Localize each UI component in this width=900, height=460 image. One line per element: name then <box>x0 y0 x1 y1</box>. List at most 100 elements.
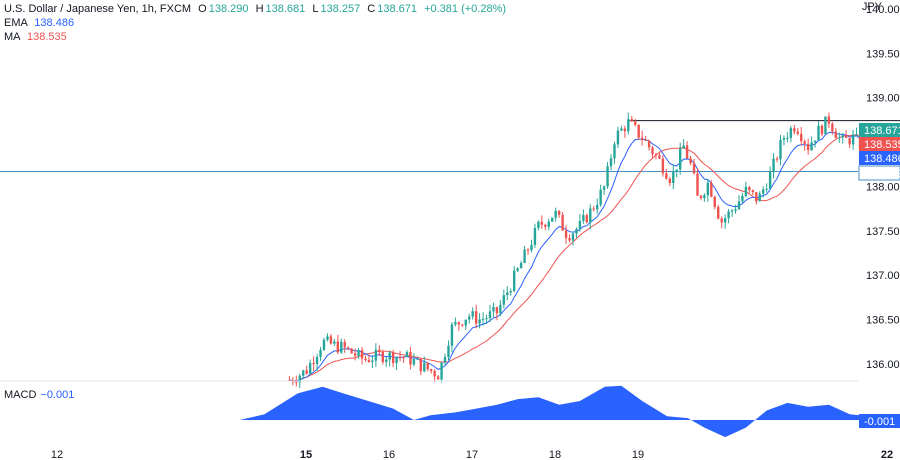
candle-body <box>717 207 720 219</box>
candle-body <box>678 148 682 170</box>
price-tag-box <box>858 165 900 181</box>
candle-body <box>506 292 509 296</box>
chart-legend: U.S. Dollar / Japanese Yen, 1h, FXCM O 13… <box>4 2 506 44</box>
candle-body <box>613 144 616 159</box>
ema-value: 138.486 <box>34 17 75 29</box>
candle-body <box>409 352 412 365</box>
candle-body <box>533 228 537 245</box>
candle-body <box>568 238 571 241</box>
candle-body <box>779 139 782 160</box>
candle-body <box>851 134 855 145</box>
ma-line <box>289 134 900 382</box>
time-axis[interactable]: 12151617181922232425 <box>51 449 900 460</box>
candle-body <box>481 319 485 321</box>
candle-body <box>322 339 326 350</box>
candle-body <box>644 139 647 141</box>
ema-legend-row[interactable]: EMA 138.486 <box>4 16 506 30</box>
candle-body <box>388 352 391 360</box>
candle-body <box>329 336 333 344</box>
candle-body <box>803 141 806 144</box>
candle-body <box>620 128 623 131</box>
candle-body <box>848 137 851 145</box>
ema-label: EMA <box>4 17 28 29</box>
candle-body <box>443 357 447 363</box>
close-value: 138.671 <box>377 3 418 15</box>
ohlc-row: U.S. Dollar / Japanese Yen, 1h, FXCM O 13… <box>4 2 506 16</box>
candle-body <box>761 189 765 194</box>
candle-body <box>710 182 713 197</box>
candle-body <box>544 224 547 227</box>
price-tag-value: 138.169 <box>864 168 900 180</box>
candle-body <box>810 142 813 151</box>
candle-body <box>831 123 834 132</box>
currency-label[interactable]: JPY <box>861 1 882 13</box>
candle-body <box>516 268 519 271</box>
candle-body <box>478 319 481 324</box>
candle-body <box>765 188 768 190</box>
price-tag-value: 138.671 <box>864 125 900 137</box>
candle-body <box>346 347 350 349</box>
candle-body <box>457 322 461 325</box>
candle-body <box>416 358 419 360</box>
candle-body <box>312 362 315 365</box>
candle-body <box>713 196 716 208</box>
candle-body <box>575 228 578 234</box>
candle-body <box>609 158 613 167</box>
macd-value: −0.001 <box>40 389 75 401</box>
candle-body <box>582 215 585 221</box>
macd-value-tag: -0.001 <box>859 414 900 428</box>
candle-body <box>661 158 665 174</box>
candle-body <box>834 131 838 138</box>
candle-body <box>734 209 737 211</box>
candle-body <box>367 359 371 363</box>
candle-body <box>353 353 357 356</box>
price-tag-value: 138.535 <box>864 139 900 151</box>
candle-body <box>627 119 630 132</box>
candle-body <box>796 131 799 134</box>
candle-body <box>786 137 789 139</box>
ma-legend-row[interactable]: MA 138.535 <box>4 30 506 44</box>
candle-body <box>720 218 723 223</box>
candle-body <box>551 217 554 222</box>
candle-body <box>844 135 848 138</box>
symbol-title[interactable]: U.S. Dollar / Japanese Yen, 1h, FXCM <box>4 3 192 15</box>
candle-body <box>772 158 775 172</box>
candle-body <box>800 133 803 142</box>
candle-body <box>319 349 322 357</box>
candle-body <box>530 244 533 251</box>
close-label: C <box>367 3 376 15</box>
price-tick-label: 137.500 <box>866 226 900 238</box>
candle-body <box>471 311 474 317</box>
candle-body <box>398 357 402 359</box>
candle-body <box>374 349 378 361</box>
candles <box>288 112 900 388</box>
candle-body <box>706 182 710 196</box>
candle-body <box>606 166 609 187</box>
candle-body <box>499 304 502 314</box>
candle-body <box>634 121 637 125</box>
price-axis[interactable]: 140.000139.500139.000138.500138.000137.5… <box>866 4 900 371</box>
candle-body <box>364 358 367 360</box>
open-value: 138.290 <box>208 3 249 15</box>
candle-body <box>592 208 595 210</box>
candle-body <box>419 358 423 372</box>
candle-body <box>841 135 844 138</box>
candle-body <box>755 192 758 202</box>
candle-body <box>730 210 734 212</box>
candle-body <box>672 171 675 184</box>
price-tick-label: 137.000 <box>866 270 900 282</box>
time-tick-label: 19 <box>632 449 644 460</box>
candle-body <box>789 128 793 138</box>
candle-body <box>723 218 727 223</box>
candle-body <box>509 291 512 293</box>
candle-body <box>554 210 557 218</box>
candle-body <box>426 362 429 370</box>
price-tags: 138.671 138.535 138.486 138.169 <box>858 123 900 181</box>
macd-legend[interactable]: MACD −0.001 <box>4 389 74 401</box>
candle-body <box>737 201 741 210</box>
price-tag: 138.169 <box>858 165 900 181</box>
candle-body <box>519 263 523 269</box>
price-tag-value: 138.486 <box>864 153 900 165</box>
price-tag: 138.486 <box>859 151 900 165</box>
